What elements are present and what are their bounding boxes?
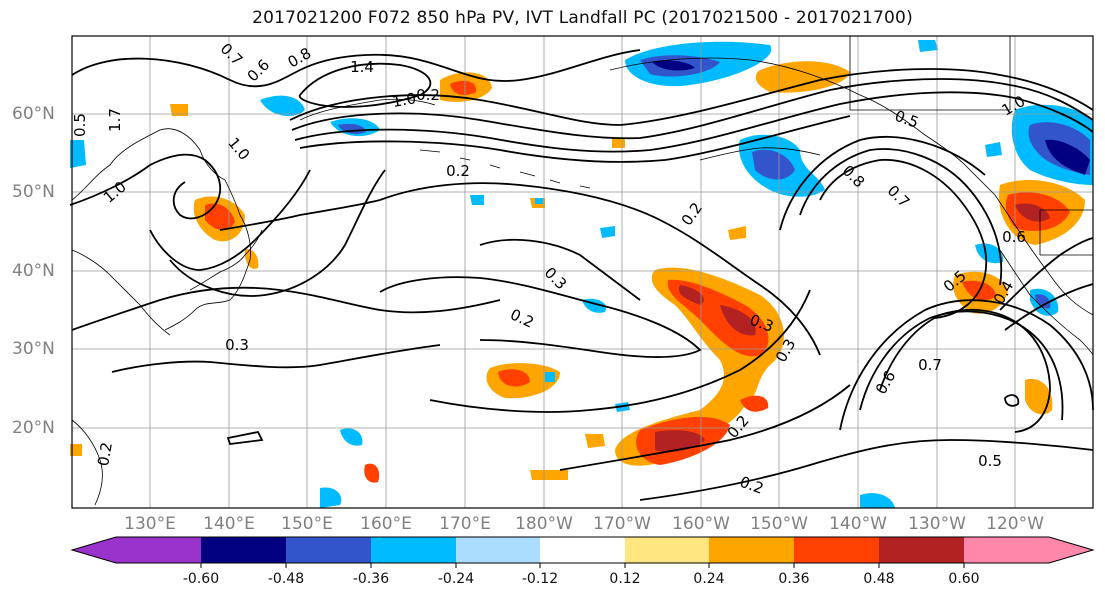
colorbar-tick-label: 0.36 (778, 571, 810, 587)
colorbar (70, 536, 1095, 568)
colorbar-extend-min (72, 537, 116, 563)
lon-label: 170°E (439, 514, 491, 534)
lat-label: 30°N (12, 339, 55, 359)
lat-label: 50°N (12, 182, 55, 202)
contour-label: 0.2 (416, 86, 440, 104)
lon-label: 140°E (203, 514, 255, 534)
contour-label: 1.0 (391, 89, 418, 111)
contour-label: 0.5 (978, 452, 1002, 470)
contour-label: 0.7 (918, 356, 942, 374)
colorbar-tick-label: -0.12 (521, 571, 559, 587)
colorbar-tick-label: 0.60 (948, 571, 980, 587)
colorbar-tick-label: 0.24 (693, 571, 725, 587)
colorbar-outline (70, 536, 1095, 564)
pv-contours (69, 49, 1094, 501)
lon-label: 150°E (281, 514, 333, 534)
lat-label: 60°N (12, 104, 55, 124)
lat-label: 40°N (12, 261, 55, 281)
colorbar-swatch (625, 537, 709, 563)
colorbar-tick-label: 0.48 (863, 571, 895, 587)
map-panel: 1.40.6 0.80.71.01.01.00.20.20.30.2 0.30.30… (69, 35, 1094, 509)
lon-label: 160°E (360, 514, 412, 534)
contour-label: 0.2 (446, 162, 470, 180)
lon-label: 160°W (672, 514, 730, 534)
contour-label: 0.6 (1002, 228, 1026, 246)
colorbar-tick-label: 0.12 (609, 571, 641, 587)
colorbar-swatch (116, 537, 201, 563)
colorbar-swatch (286, 537, 371, 563)
colorbar-swatch (709, 537, 794, 563)
lon-label: 130°E (124, 514, 176, 534)
lon-label: 130°W (908, 514, 966, 534)
contour-label: 0.3 (225, 336, 249, 354)
lat-label: 20°N (12, 418, 55, 438)
colorbar-swatch (201, 537, 286, 563)
colorbar-tick-label: -0.48 (267, 571, 305, 587)
colorbar-extend-max (1049, 537, 1093, 563)
map-background (72, 36, 1093, 508)
contour-label: 0.2 (94, 441, 116, 468)
colorbar-swatch (540, 537, 625, 563)
contour-label: 1.4 (350, 58, 374, 76)
contour-label: 0.5 (71, 113, 89, 137)
lon-label: 140°W (829, 514, 887, 534)
shading-positive (70, 61, 1085, 483)
contour-label: 1.7 (106, 108, 124, 132)
colorbar-swatch (879, 537, 964, 563)
colorbar-swatch (964, 537, 1049, 563)
map-title: 2017021200 F072 850 hPa PV, IVT Landfall… (252, 8, 913, 28)
colorbar-swatch (794, 537, 879, 563)
map-frame (71, 35, 1094, 509)
colorbar-tick-label: -0.60 (182, 571, 220, 587)
lon-label: 170°W (593, 514, 651, 534)
colorbar-tick-label: -0.36 (352, 571, 390, 587)
lon-label: 150°W (750, 514, 808, 534)
lon-label: 180°W (515, 514, 573, 534)
shading-negative (70, 40, 1093, 508)
colorbar-swatch (456, 537, 540, 563)
lon-label: 120°W (986, 514, 1044, 534)
colorbar-swatch (371, 537, 456, 563)
colorbar-tick-label: -0.24 (437, 571, 475, 587)
